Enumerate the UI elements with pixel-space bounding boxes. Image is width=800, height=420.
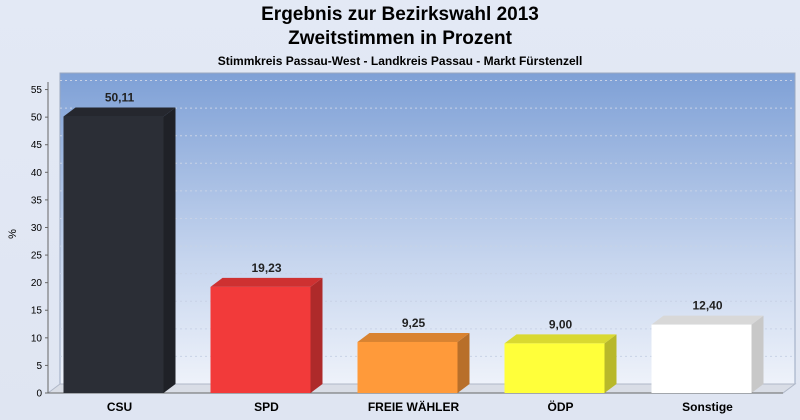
y-tick-label: 25 [31, 251, 43, 262]
bar [63, 116, 164, 393]
bar-top-face [210, 277, 323, 287]
data-label: 12,40 [692, 299, 722, 313]
chart-subsubtitle: Stimmkreis Passau-West - Landkreis Passa… [217, 54, 583, 68]
y-tick-label: 5 [36, 361, 42, 372]
data-label: 19,23 [251, 261, 281, 275]
y-tick-label: 55 [31, 85, 43, 96]
bar-top-face [63, 107, 176, 117]
bar-side-face [310, 277, 323, 393]
y-tick-label: 15 [31, 306, 43, 317]
bar [651, 324, 752, 393]
bar [504, 343, 605, 393]
y-tick-label: 20 [31, 278, 43, 289]
y-tick-label: 10 [31, 333, 43, 344]
bar-side-face [457, 332, 470, 393]
bar-top-face [357, 332, 470, 342]
bar-top-face [504, 334, 617, 344]
chart-title: Ergebnis zur Bezirkswahl 2013 [261, 4, 539, 25]
x-tick-label: ÖDP [547, 399, 573, 414]
chart-subtitle: Zweitstimmen in Prozent [288, 28, 512, 49]
x-tick-label: SPD [254, 400, 279, 414]
y-tick-label: 40 [31, 168, 43, 179]
bar-side-face [604, 334, 617, 393]
bar [210, 286, 311, 393]
y-tick-label: 50 [31, 113, 43, 124]
data-label: 9,00 [549, 317, 573, 331]
x-tick-label: Sonstige [682, 400, 733, 414]
bar-side-face [751, 315, 764, 393]
bar-top-face [651, 315, 764, 325]
y-tick-label: 30 [31, 223, 43, 234]
bar-side-face [163, 107, 176, 393]
y-tick-label: 45 [31, 140, 43, 151]
bar [357, 341, 458, 393]
x-tick-label: CSU [107, 400, 132, 414]
y-tick-label: 0 [36, 389, 42, 400]
y-tick-label: 35 [31, 195, 43, 206]
data-label: 9,25 [402, 316, 426, 330]
x-tick-label: FREIE WÄHLER [368, 399, 460, 414]
data-label: 50,11 [105, 91, 135, 105]
